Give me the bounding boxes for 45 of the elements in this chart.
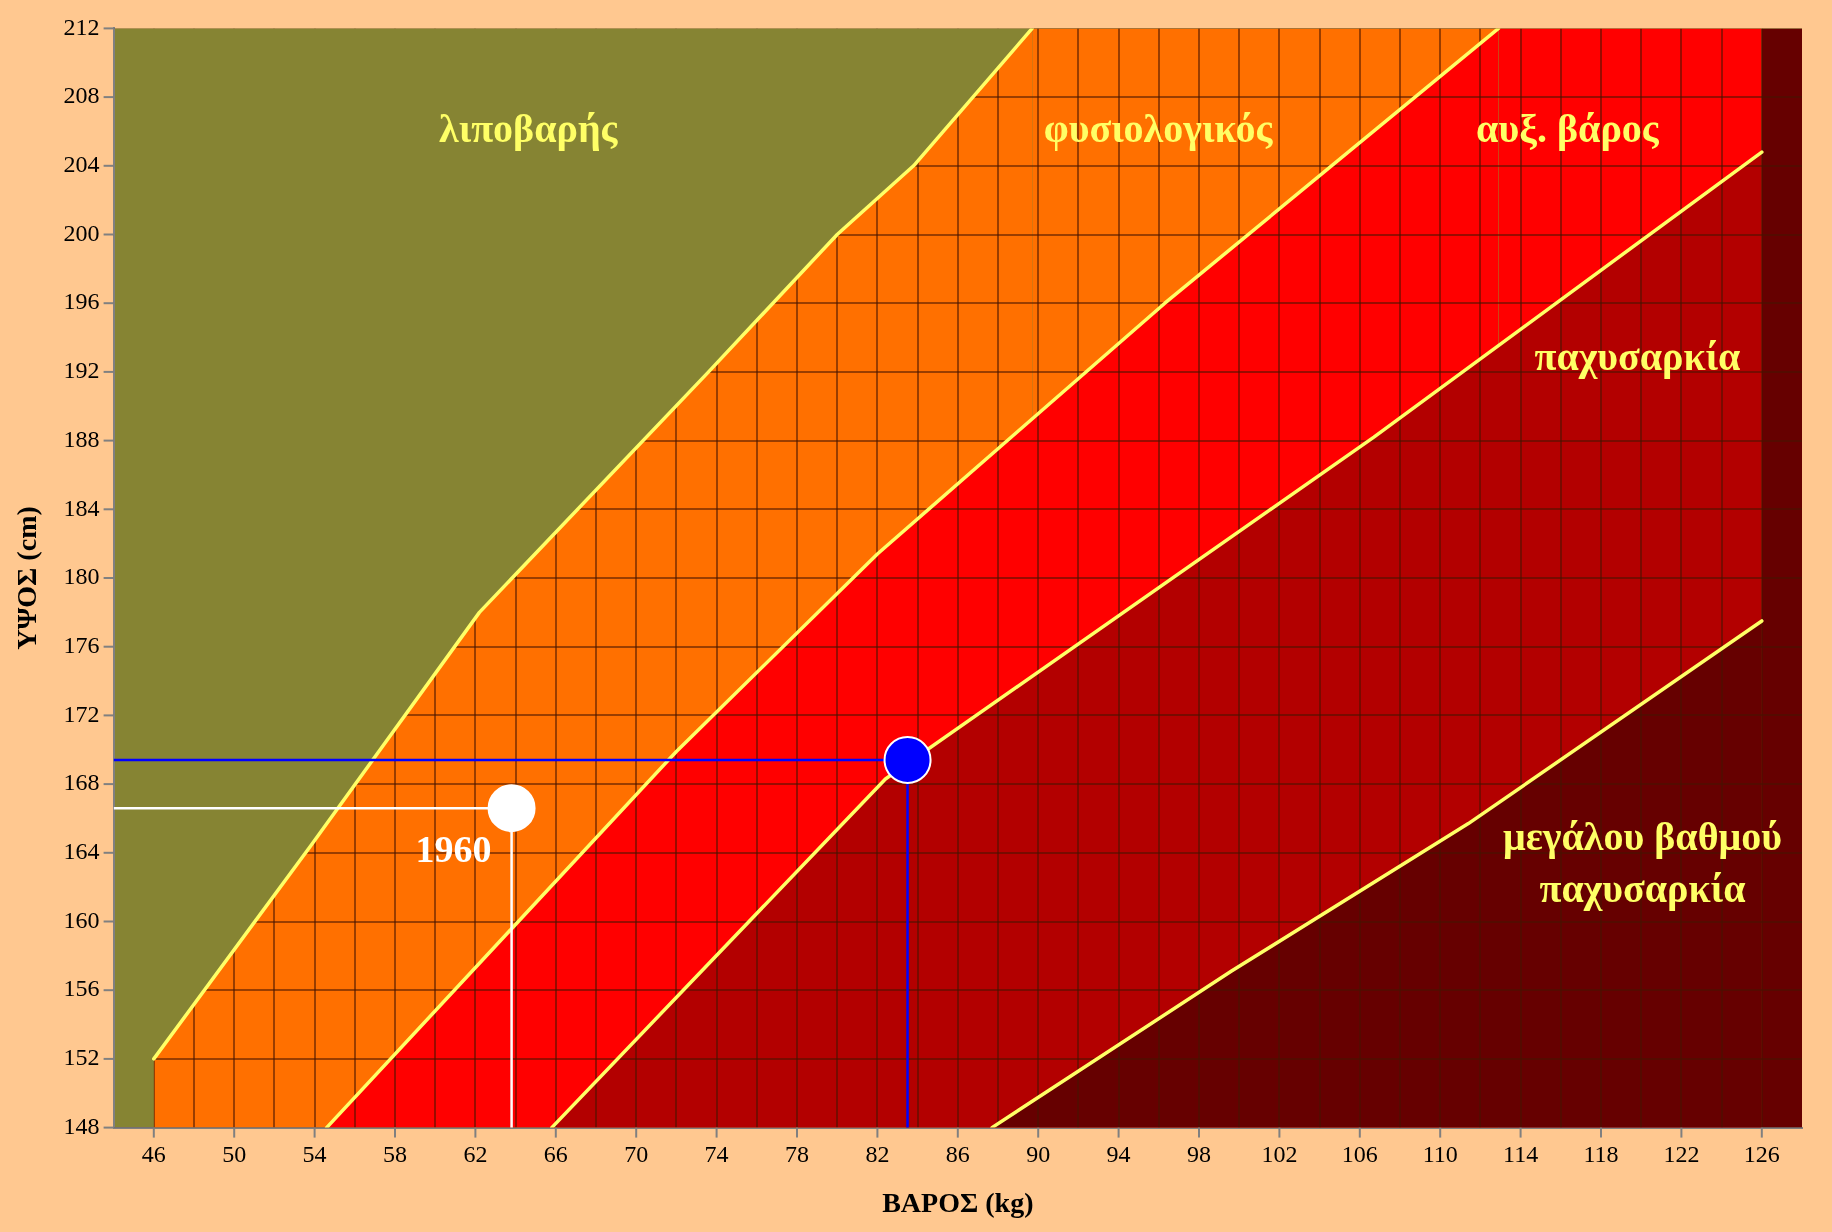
- x-tick-label: 62: [463, 1141, 488, 1168]
- x-tick-label: 98: [1187, 1141, 1211, 1168]
- x-tick-label: 58: [383, 1141, 407, 1168]
- x-tick-label: 66: [543, 1141, 568, 1168]
- y-tick-label: 152: [63, 1044, 100, 1071]
- x-tick-label: 74: [704, 1141, 729, 1168]
- x-tick-label: 78: [785, 1141, 809, 1168]
- y-tick-label: 172: [63, 700, 100, 727]
- y-tick-label: 168: [63, 769, 100, 796]
- x-tick-label: 54: [302, 1141, 327, 1168]
- y-tick-label: 192: [63, 357, 100, 384]
- y-tick-label: 208: [63, 82, 100, 109]
- x-tick-label: 82: [865, 1141, 890, 1168]
- y-axis-title: ΥΨΟΣ (cm): [11, 506, 43, 650]
- x-axis-title: ΒΑΡΟΣ (kg): [882, 1187, 1034, 1219]
- series-label: μεγάλου βαθμού παχυσαρκία: [1503, 813, 1782, 911]
- x-tick-label: 122: [1663, 1141, 1700, 1168]
- y-tick-label: 212: [63, 13, 100, 40]
- x-tick-label: 114: [1503, 1141, 1539, 1168]
- annotation: 1960: [415, 827, 492, 870]
- y-tick-label: 180: [63, 563, 100, 590]
- series-label: αυξ. βάρος: [1476, 106, 1660, 152]
- x-tick-label: 118: [1583, 1141, 1619, 1168]
- y-tick-label: 176: [63, 632, 100, 658]
- x-tick-label: 110: [1422, 1141, 1458, 1168]
- x-tick-label: 86: [945, 1141, 970, 1168]
- series-label: παχυσαρκία: [1534, 334, 1741, 380]
- x-tick-label: 106: [1341, 1141, 1378, 1168]
- x-tick-label: 46: [141, 1141, 166, 1168]
- band-label: λιποβαρής: [439, 106, 619, 152]
- y-tick-label: 196: [63, 288, 100, 315]
- y-tick-label: 188: [63, 425, 100, 452]
- y-tick-label: 200: [63, 219, 100, 246]
- y-tick-label: 204: [63, 151, 100, 178]
- x-tick-label: 50: [222, 1141, 247, 1168]
- y-tick-label: 156: [63, 975, 100, 1002]
- x-tick-label: 90: [1026, 1141, 1051, 1168]
- x-tick-label: 126: [1743, 1141, 1780, 1168]
- y-tick-label: 184: [63, 494, 100, 521]
- y-tick-label: 160: [63, 906, 100, 933]
- x-tick-label: 70: [624, 1141, 649, 1168]
- y-tick-label: 148: [63, 1112, 100, 1139]
- x-tick-label: 94: [1106, 1141, 1131, 1168]
- y-tick-label: 164: [63, 838, 100, 865]
- x-tick-label: 102: [1261, 1141, 1298, 1168]
